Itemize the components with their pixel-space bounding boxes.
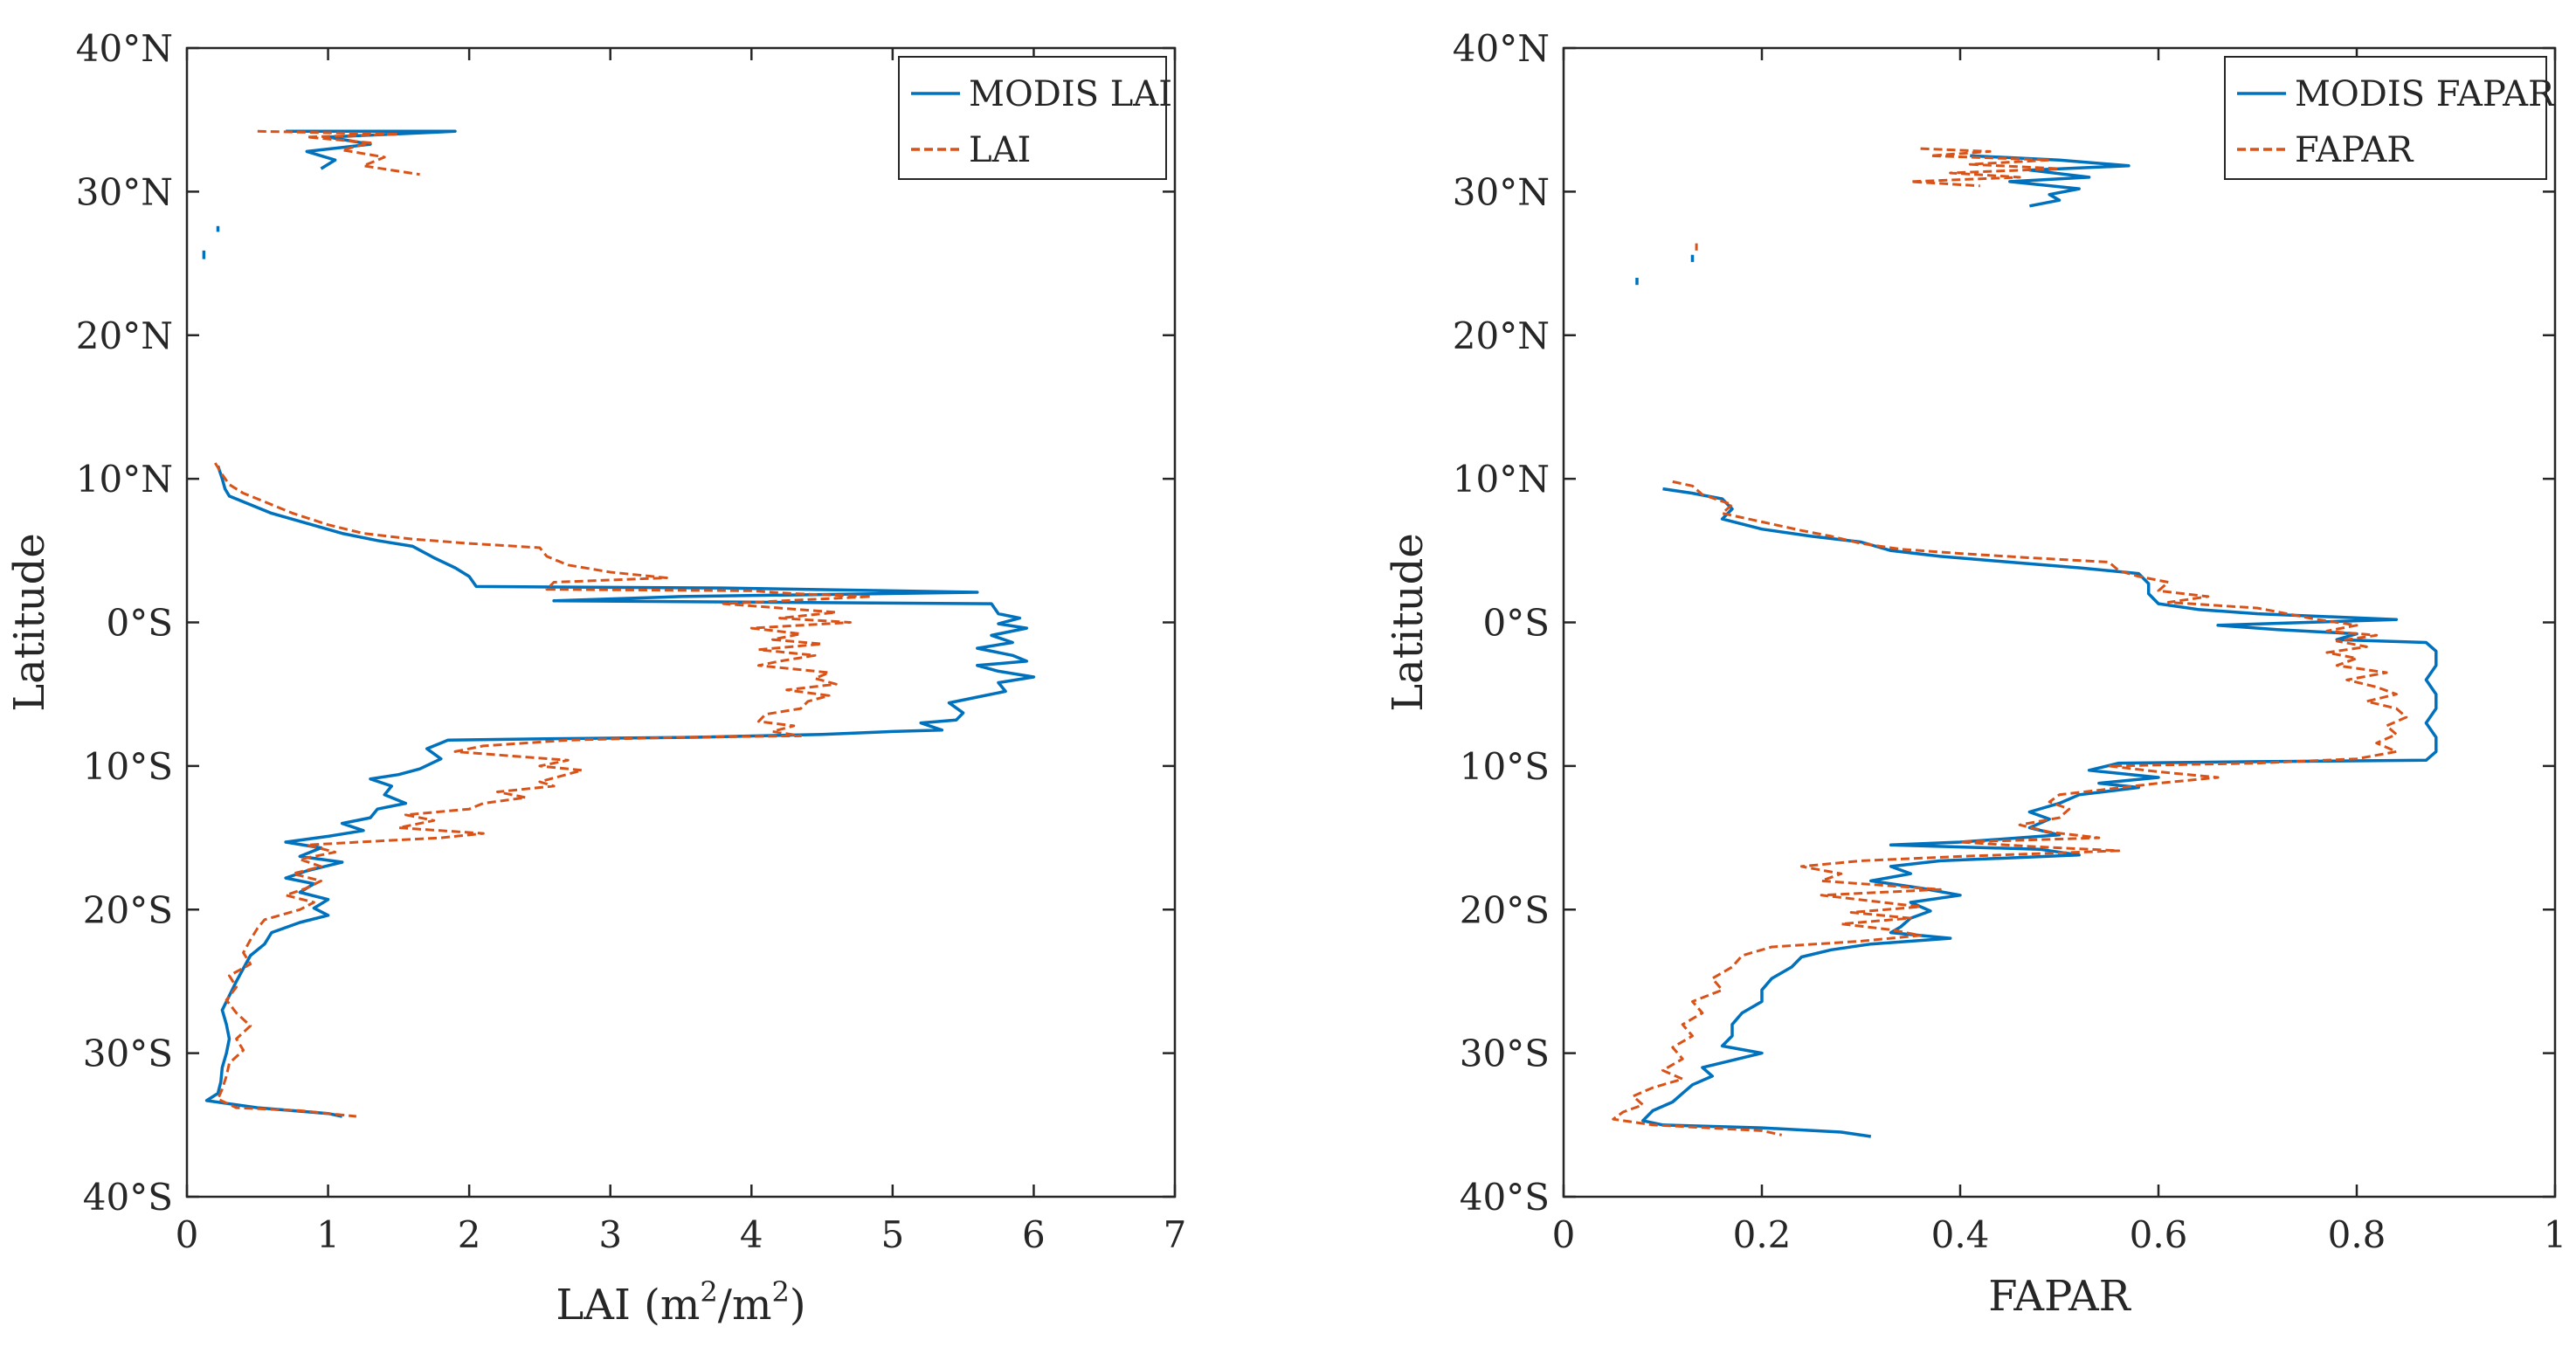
lai-x-tick-label: 7 (1164, 1213, 1187, 1256)
lai-y-tick-label: 40°N (76, 27, 173, 70)
lai-chart: 0 1 2 3 4 5 6 7 40°N 30°N 20°N 10°N 0°S 10°S 20°S 30°S 4… (5, 27, 1186, 1330)
lai-y-tick-label: 30°S (83, 1033, 173, 1075)
fapar-y-tick-label: 20°N (1453, 314, 1550, 357)
fapar-x-tick-label: 0.6 (2130, 1213, 2188, 1256)
fapar-y-tick-label: 10°N (1453, 458, 1550, 501)
lai-series-modis-lai-line (204, 465, 1036, 1118)
fapar-x-tick-label: 0 (1552, 1213, 1576, 1256)
fapar-legend-box (2224, 56, 2547, 180)
fapar-y-tick-label: 40°N (1453, 27, 1550, 70)
lai-x-tick-label: 2 (458, 1213, 481, 1256)
fapar-y-tick-label: 0°S (1483, 602, 1550, 645)
lai-y-tick-label: 40°S (83, 1176, 173, 1219)
lai-series-lai-line (214, 462, 874, 1118)
fapar-series-modis-fapar-line (1970, 154, 2131, 208)
fapar-y-axis-title: Latitude (1384, 533, 1433, 711)
lai-legend-label: LAI (969, 130, 1031, 170)
lai-y-tick-label: 20°S (83, 888, 173, 931)
fapar-legend-label: MODIS FAPAR (2295, 74, 2556, 114)
lai-legend: MODIS LAI LAI (898, 56, 1172, 180)
fapar-y-tick-label: 20°S (1460, 888, 1550, 931)
lai-y-tick-label: 30°N (76, 170, 173, 213)
fapar-x-tick-label: 0.4 (1931, 1213, 1990, 1256)
lai-y-tick-label: 10°S (83, 745, 173, 788)
lai-x-tick-label: 4 (740, 1213, 763, 1256)
fapar-x-tick-label: 1 (2544, 1213, 2567, 1256)
fapar-axes-box (1562, 46, 2557, 1198)
fapar-y-tick-label: 10°S (1460, 745, 1550, 788)
fapar-y-tick-label: 40°S (1460, 1176, 1550, 1219)
lai-x-axis-title: LAI (m2/m2) (556, 1275, 805, 1330)
lai-legend-box (898, 56, 1167, 180)
lai-axes-box (185, 46, 1177, 1198)
lai-x-tick-label: 0 (176, 1213, 199, 1256)
lai-x-tick-label: 3 (598, 1213, 622, 1256)
fapar-y-tick-label: 30°S (1460, 1033, 1550, 1075)
lai-x-tick-label: 6 (1022, 1213, 1046, 1256)
lai-legend-label: MODIS LAI (969, 74, 1172, 114)
lai-y-axis-title: Latitude (5, 533, 54, 711)
lai-x-tick-label: 5 (881, 1213, 904, 1256)
fapar-series-modis-fapar-line (1641, 487, 2438, 1138)
fapar-legend-label: FAPAR (2295, 130, 2414, 170)
lai-y-tick-label: 20°N (76, 314, 173, 357)
lai-y-tick-label: 10°N (76, 458, 173, 501)
fapar-x-tick-label: 0.8 (2328, 1213, 2386, 1256)
lai-y-tick-label: 0°S (107, 602, 174, 645)
lai-series-lai-line (257, 129, 420, 176)
lai-series-modis-lai-line (286, 129, 457, 170)
fapar-y-tick-label: 30°N (1453, 170, 1550, 213)
fapar-series-fapar-line (1909, 147, 2061, 188)
fapar-x-axis-title: FAPAR (1988, 1272, 2131, 1321)
fapar-chart: 0 0.2 0.4 0.6 0.8 1 40°N 30°N 20°N 10°N 0°S 10°S 20°… (1384, 27, 2566, 1321)
fapar-x-tick-label: 0.2 (1733, 1213, 1792, 1256)
fapar-series-fapar-line (1612, 480, 2408, 1136)
lai-x-tick-label: 1 (316, 1213, 340, 1256)
fapar-legend: MODIS FAPAR FAPAR (2224, 56, 2556, 180)
